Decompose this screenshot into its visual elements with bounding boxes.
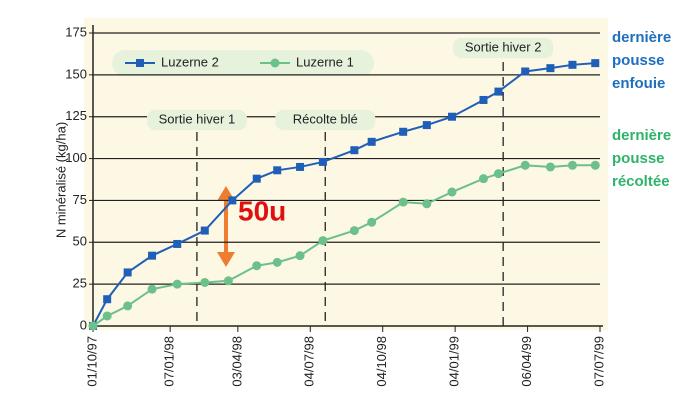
legend-marker — [136, 59, 144, 67]
point — [296, 162, 305, 171]
point — [367, 137, 376, 146]
legend-label: Luzerne 2 — [161, 54, 219, 69]
arrow-head — [217, 252, 235, 267]
point — [318, 236, 328, 246]
side-note: récoltée — [612, 173, 670, 190]
point — [493, 169, 503, 179]
y-tick-label: 50 — [73, 234, 87, 249]
legend-background — [112, 50, 374, 76]
legend-label: Luzerne 1 — [296, 54, 354, 69]
point — [478, 174, 488, 184]
y-tick-label: 150 — [65, 66, 87, 81]
event-label: Sortie hiver 1 — [159, 111, 236, 126]
event-label: Sortie hiver 2 — [465, 39, 542, 54]
point — [399, 127, 408, 136]
point — [350, 146, 359, 155]
point — [200, 277, 210, 287]
series-line — [92, 164, 596, 327]
point — [102, 311, 112, 321]
point — [147, 284, 157, 294]
y-tick-label: 25 — [73, 276, 87, 291]
side-note: enfouie — [612, 75, 665, 92]
y-tick-label: 75 — [73, 192, 87, 207]
point — [252, 261, 262, 271]
point — [88, 321, 98, 331]
point — [172, 279, 182, 289]
point — [148, 251, 157, 260]
y-tick-label: 175 — [65, 24, 87, 39]
point — [273, 166, 282, 175]
side-note: dernière — [612, 127, 671, 144]
point — [494, 87, 503, 96]
event-label-background — [453, 38, 554, 58]
x-tick-label: 07/07/99 — [591, 336, 606, 387]
point — [349, 226, 359, 236]
point — [272, 257, 282, 267]
point — [200, 226, 209, 235]
point — [591, 59, 600, 68]
point — [123, 268, 132, 277]
y-tick-label: 100 — [65, 150, 87, 165]
point — [318, 157, 327, 166]
side-note: pousse — [612, 150, 665, 167]
point — [447, 112, 456, 121]
event-label: Récolte blé — [293, 111, 358, 126]
point — [422, 199, 432, 209]
point — [568, 60, 577, 69]
point — [520, 160, 530, 170]
legend-marker — [270, 58, 280, 68]
x-tick-label: 06/04/99 — [519, 336, 534, 387]
point — [228, 196, 237, 205]
point — [173, 239, 182, 248]
y-axis-label: N minéralisé (kg/ha) — [53, 122, 68, 238]
point — [252, 174, 261, 183]
x-tick-label: 04/10/98 — [374, 336, 389, 387]
point — [546, 64, 555, 73]
point — [590, 160, 600, 170]
y-tick-label: 125 — [65, 108, 87, 123]
point — [123, 301, 133, 311]
x-tick-label: 03/04/98 — [229, 336, 244, 387]
point — [567, 160, 577, 170]
side-note: pousse — [612, 52, 665, 69]
y-tick-label: 0 — [80, 317, 87, 332]
point — [223, 276, 233, 286]
point — [422, 121, 431, 130]
series-line — [92, 62, 596, 327]
point — [103, 295, 112, 304]
point — [479, 95, 488, 104]
x-tick-label: 01/10/97 — [84, 336, 99, 387]
x-tick-label: 04/07/98 — [302, 336, 317, 387]
point — [295, 251, 305, 261]
side-note: dernière — [612, 29, 671, 46]
point — [447, 187, 457, 197]
point — [545, 162, 555, 172]
x-tick-label: 04/01/99 — [447, 336, 462, 387]
event-label-background — [146, 110, 247, 130]
event-label-background — [275, 110, 376, 130]
point — [521, 67, 530, 76]
x-tick-label: 07/01/98 — [162, 336, 177, 387]
point — [398, 197, 408, 207]
point — [367, 217, 377, 227]
